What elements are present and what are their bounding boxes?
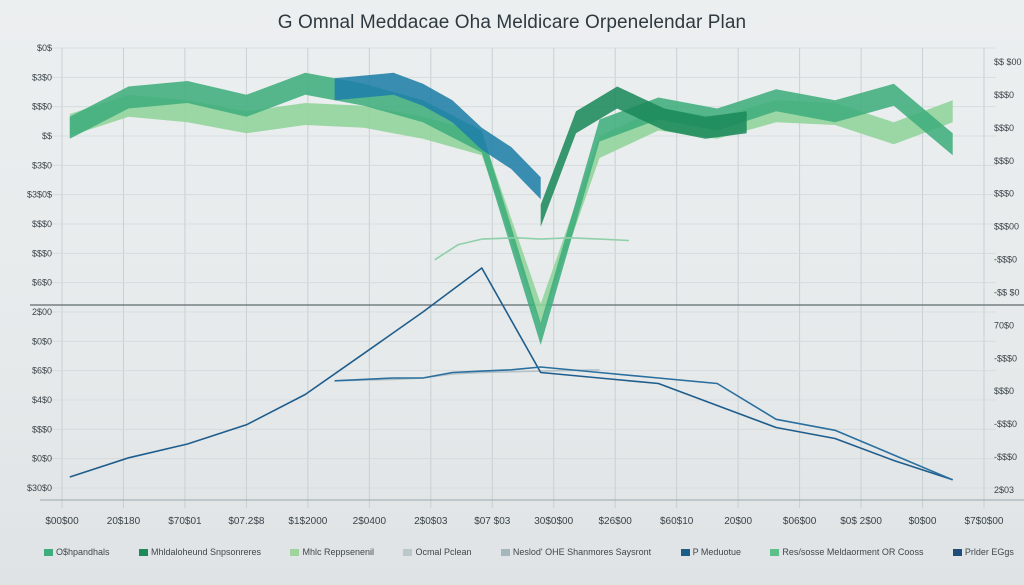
legend-swatch xyxy=(770,548,780,556)
x-tick-10: $60$10 xyxy=(660,516,694,527)
x-tick-0: $00$00 xyxy=(45,516,79,527)
line-series xyxy=(69,237,954,481)
series-area-3 xyxy=(540,86,747,227)
y-left-tick-8: $6$0 xyxy=(32,278,52,288)
y-left-tick-1: $3$0 xyxy=(32,72,52,82)
x-tick-3: $07.2$8 xyxy=(228,516,265,527)
x-tick-4: $1$2000 xyxy=(288,516,327,527)
legend-label: Prlder EGgs xyxy=(964,547,1014,557)
x-axis: $00$00 20$180 $70$01 $07.2$8 $1$2000 2$0400 2$… xyxy=(45,516,1004,527)
y-right-tick-0: $$ $00 xyxy=(994,57,1022,67)
legend-swatch xyxy=(500,548,510,556)
legend-item: Res/sosse Meldaorment OR Cooss xyxy=(770,547,923,557)
chart-title: G Omnal Meddacae Oha Meldicare Orpenelen… xyxy=(277,12,747,33)
y-right-tick-8: 70$0 xyxy=(994,320,1014,330)
series-line-7 xyxy=(334,366,954,481)
legend-label: O$hpandhals xyxy=(56,547,110,557)
series-area-1 xyxy=(69,72,953,346)
y-right-tick-9: -$$$0 xyxy=(994,353,1017,363)
y-left-tick-13: $$$0 xyxy=(32,424,52,434)
legend-item: P Meduotue xyxy=(680,547,741,557)
x-tick-6: 2$0$03 xyxy=(414,516,448,527)
x-tick-7: $07 $03 xyxy=(474,516,511,527)
y-left-tick-7: $$$0 xyxy=(32,248,52,258)
x-tick-5: 2$0400 xyxy=(353,516,387,527)
series-line-4 xyxy=(434,237,629,261)
y-left-tick-14: $0$0 xyxy=(32,454,52,464)
y-left-tick-12: $4$0 xyxy=(32,395,52,405)
legend-swatch xyxy=(44,548,53,556)
legend-item: Neslod' OHE Shanmores Saysront xyxy=(500,547,652,557)
y-right-tick-6: -$$$0 xyxy=(994,255,1017,265)
legend-swatch xyxy=(290,548,300,556)
y-right-tick-13: 2$03 xyxy=(994,485,1014,495)
gridlines xyxy=(30,47,1024,508)
y-left-tick-15: $30$0 xyxy=(27,483,52,493)
area-series xyxy=(69,72,953,346)
y-left-tick-9: 2$00 xyxy=(32,307,52,317)
y-right-tick-1: $$$0 xyxy=(994,90,1014,100)
y-right-tick-10: $$$0 xyxy=(994,386,1014,396)
x-tick-15: $7$0$00 xyxy=(965,516,1004,527)
series-area-0 xyxy=(69,94,953,326)
y-right-tick-11: -$$$0 xyxy=(994,419,1017,429)
legend-swatch xyxy=(403,548,413,556)
legend-item: Mhlc Reppsenenil xyxy=(290,547,374,557)
legend-label: Mhlc Reppsenenil xyxy=(302,547,375,557)
y-right-tick-4: $$$0 xyxy=(994,189,1014,199)
legend-item: Ocmal Pclean xyxy=(403,547,471,557)
series-area-2 xyxy=(334,72,541,200)
y-axis-right: $$ $00 $$$0 $$$0 $$$0 $$$0 $$$00 -$$$0 -$$ $0 70… xyxy=(994,57,1022,495)
x-tick-1: 20$180 xyxy=(107,516,141,527)
legend-label: Mhldaloheund Snpsonreres xyxy=(150,547,262,557)
legend-label: Res/sosse Meldaorment OR Cooss xyxy=(782,547,924,557)
y-right-tick-3: $$$0 xyxy=(994,156,1014,166)
y-left-tick-11: $6$0 xyxy=(32,366,52,376)
y-right-tick-2: $$$0 xyxy=(994,123,1014,133)
y-left-tick-10: $0$0 xyxy=(32,336,52,346)
x-tick-8: 30$0$00 xyxy=(534,516,573,527)
legend-swatch xyxy=(138,548,148,556)
legend-label: Neslod' OHE Shanmores Saysront xyxy=(512,547,652,557)
legend-label: Ocmal Pclean xyxy=(415,547,472,557)
y-left-tick-0: $0$ xyxy=(37,43,52,53)
legend-item: Mhldaloheund Snpsonreres xyxy=(138,547,262,557)
series-line-6 xyxy=(69,267,953,481)
y-right-tick-7: -$$ $0 xyxy=(994,287,1020,297)
legend: O$hpandhals Mhldaloheund Snpsonreres Mhlc … xyxy=(44,545,1014,559)
legend-label: P Meduotue xyxy=(692,547,741,557)
y-axis-left: $0$ $3$0 $$$0 $$ $3$0 $3$0$ $$$0 $$$0 $6$0 2$00 $0… xyxy=(27,43,52,493)
y-left-tick-4: $3$0 xyxy=(32,160,52,170)
x-tick-12: $06$00 xyxy=(783,516,817,527)
y-left-tick-3: $$ xyxy=(42,131,52,141)
y-left-tick-2: $$$0 xyxy=(32,102,52,112)
x-tick-11: 20$00 xyxy=(724,516,752,527)
legend-item: Prlder EGgs xyxy=(952,547,1014,557)
y-right-tick-5: $$$00 xyxy=(994,222,1019,232)
y-right-tick-12: -$$$0 xyxy=(994,452,1017,462)
legend-item: O$hpandhals xyxy=(44,547,110,557)
x-tick-14: $0$00 xyxy=(909,516,937,527)
y-left-tick-6: $$$0 xyxy=(32,219,52,229)
x-tick-9: $26$00 xyxy=(599,516,633,527)
legend-swatch xyxy=(680,548,690,556)
y-left-tick-5: $3$0$ xyxy=(27,190,52,200)
legend-swatch xyxy=(952,548,962,556)
x-tick-13: $0$ 2$00 xyxy=(840,516,882,527)
x-tick-2: $70$01 xyxy=(168,516,202,527)
